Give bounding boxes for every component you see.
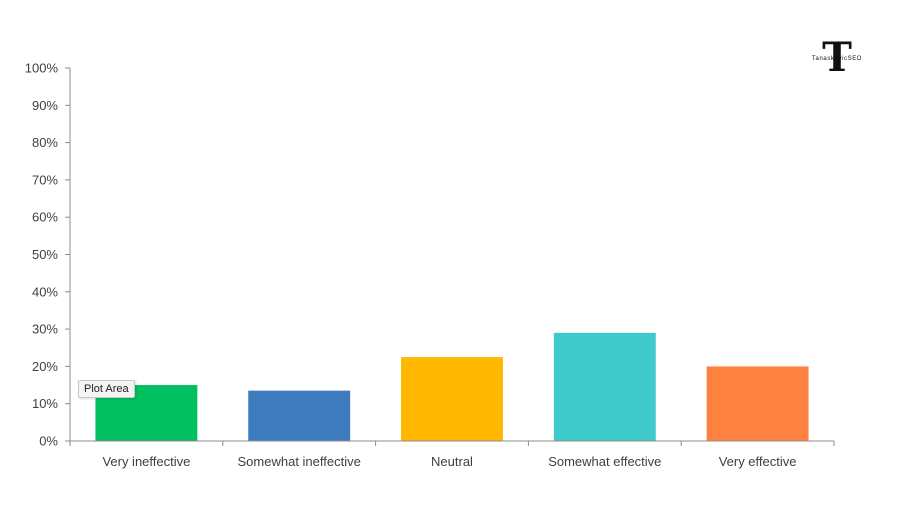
y-tick-label: 20% [32, 359, 58, 374]
x-category-label: Somewhat effective [548, 454, 661, 469]
tanaskovic-seo-logo: T TanaskovicSEO [806, 38, 868, 82]
y-tick-label: 30% [32, 322, 58, 337]
x-category-label: Very effective [719, 454, 797, 469]
bar-somewhat-effective [553, 332, 656, 441]
bar-very-effective [706, 366, 809, 441]
bar-somewhat-ineffective [248, 390, 351, 441]
y-tick-label: 90% [32, 98, 58, 113]
y-tick-label: 0% [39, 434, 58, 449]
y-axis: 0% 10% 20% 30% 40% 50% 60% 70% 80% 90% 100% [25, 61, 71, 449]
y-tick-label: 80% [32, 135, 58, 150]
y-tick-label: 100% [25, 61, 59, 76]
y-tick-label: 70% [32, 172, 58, 187]
x-category-label: Somewhat ineffective [238, 454, 361, 469]
logo-text: TanaskovicSEO [811, 56, 863, 62]
y-tick-label: 40% [32, 284, 58, 299]
x-axis: Very ineffective Somewhat ineffective Neut… [69, 440, 835, 469]
x-category-label: Neutral [431, 454, 473, 469]
y-tick-label: 60% [32, 210, 58, 225]
plot-area-tooltip: Plot Area [78, 380, 135, 398]
bar-neutral [401, 357, 503, 441]
y-tick-label: 50% [32, 247, 58, 262]
logo-letter: T [822, 34, 852, 81]
bars-group [95, 332, 809, 441]
y-tick-label: 10% [32, 396, 58, 411]
x-category-label: Very ineffective [102, 454, 190, 469]
